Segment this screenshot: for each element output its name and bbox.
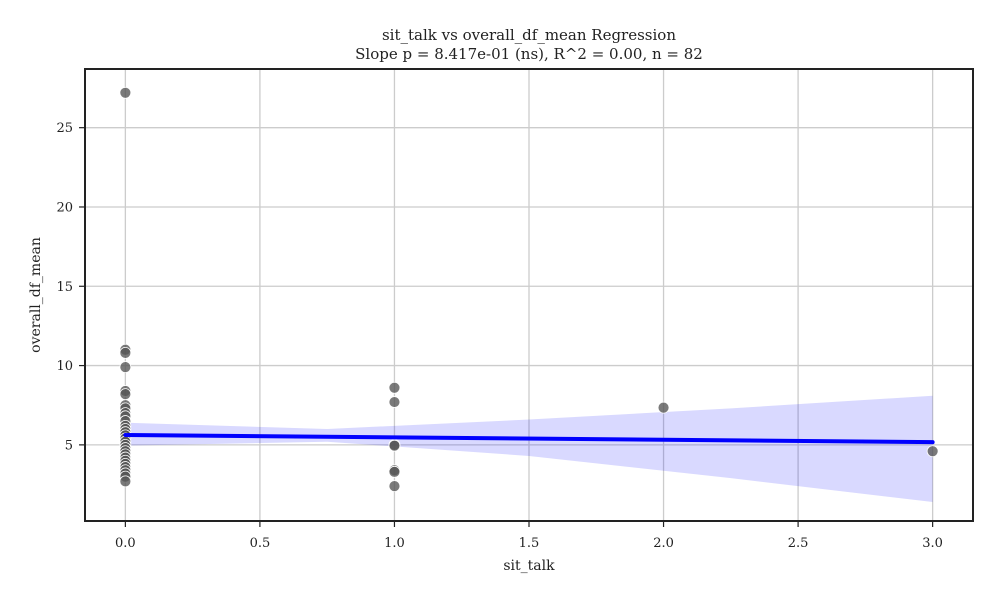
regression-line-layer xyxy=(123,433,935,445)
scatter-points xyxy=(119,86,939,493)
data-point xyxy=(388,465,401,478)
x-tick-label: 1.0 xyxy=(384,536,405,551)
confidence-band xyxy=(125,395,933,502)
chart-title-line1: sit_talk vs overall_df_mean Regression xyxy=(382,26,676,44)
data-point xyxy=(388,396,401,408)
data-point xyxy=(119,86,132,99)
data-point xyxy=(388,480,401,493)
data-point xyxy=(119,475,132,488)
x-tick-label: 3.0 xyxy=(922,536,943,551)
y-tick-label: 20 xyxy=(56,200,73,215)
confidence-band-layer xyxy=(125,395,933,502)
y-tick-label: 10 xyxy=(56,359,73,374)
x-tick-label: 2.5 xyxy=(788,536,809,551)
x-axis-label: sit_talk xyxy=(503,558,555,574)
data-point xyxy=(119,361,132,374)
y-tick-label: 5 xyxy=(65,438,73,453)
x-tick-label: 1.5 xyxy=(519,536,540,551)
axis-ticks: 0.0 0.5 1.0 1.5 2.0 2.5 3.0 5 10 15 20 25 xyxy=(56,121,943,551)
data-point xyxy=(388,439,401,452)
y-tick-label: 25 xyxy=(56,121,73,136)
regression-line xyxy=(123,433,935,445)
data-point xyxy=(657,401,670,414)
y-axis-label: overall_df_mean xyxy=(28,237,44,353)
x-tick-label: 0.0 xyxy=(115,536,136,551)
x-tick-label: 2.0 xyxy=(653,536,674,551)
y-tick-label: 15 xyxy=(56,280,73,295)
chart-title-line2: Slope p = 8.417e-01 (ns), R^2 = 0.00, n … xyxy=(355,45,703,63)
data-point xyxy=(388,381,401,394)
data-point xyxy=(926,445,939,458)
x-tick-label: 0.5 xyxy=(250,536,271,551)
grid-lines xyxy=(85,69,973,521)
data-point xyxy=(119,346,132,359)
data-point xyxy=(119,388,132,401)
